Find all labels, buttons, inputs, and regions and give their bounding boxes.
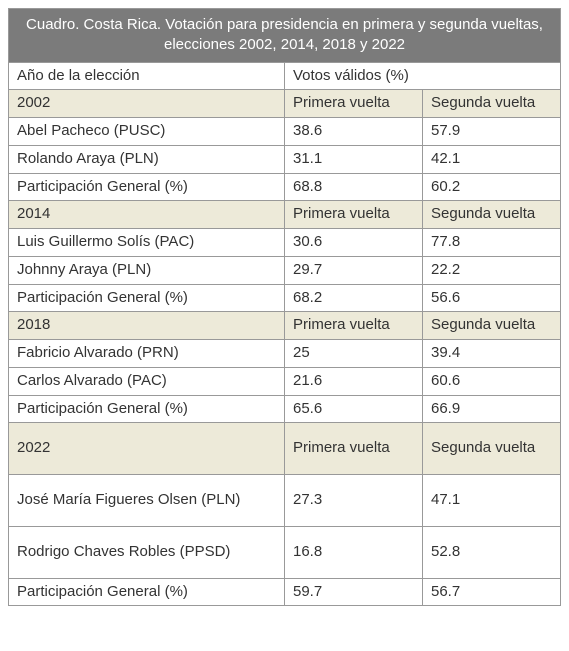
- year-header: Año de la elección: [9, 62, 285, 90]
- row-label: Abel Pacheco (PUSC): [9, 118, 285, 146]
- year-label: 2018: [9, 312, 285, 340]
- first-round-value: 21.6: [285, 367, 423, 395]
- table-row: Participación General (%)59.756.7: [9, 578, 561, 606]
- table-row: Participación General (%)68.860.2: [9, 173, 561, 201]
- row-label: Participación General (%): [9, 395, 285, 423]
- first-round-header: Primera vuelta: [285, 423, 423, 475]
- table-row: José María Figueres Olsen (PLN)27.347.1: [9, 475, 561, 527]
- first-round-value: 31.1: [285, 145, 423, 173]
- table-row: Rodrigo Chaves Robles (PPSD)16.852.8: [9, 526, 561, 578]
- row-label: Carlos Alvarado (PAC): [9, 367, 285, 395]
- row-label: Johnny Araya (PLN): [9, 256, 285, 284]
- second-round-value: 60.2: [423, 173, 561, 201]
- row-label: Participación General (%): [9, 173, 285, 201]
- year-label: 2014: [9, 201, 285, 229]
- first-round-value: 68.2: [285, 284, 423, 312]
- second-round-value: 42.1: [423, 145, 561, 173]
- first-round-value: 27.3: [285, 475, 423, 527]
- row-label: Fabricio Alvarado (PRN): [9, 340, 285, 368]
- first-round-value: 59.7: [285, 578, 423, 606]
- second-round-value: 52.8: [423, 526, 561, 578]
- second-round-value: 56.6: [423, 284, 561, 312]
- first-round-value: 30.6: [285, 229, 423, 257]
- row-label: Rodrigo Chaves Robles (PPSD): [9, 526, 285, 578]
- table-row: Carlos Alvarado (PAC)21.660.6: [9, 367, 561, 395]
- table-row: Rolando Araya (PLN)31.142.1: [9, 145, 561, 173]
- table-row: Fabricio Alvarado (PRN)2539.4: [9, 340, 561, 368]
- year-row: 2022Primera vueltaSegunda vuelta: [9, 423, 561, 475]
- first-round-value: 25: [285, 340, 423, 368]
- year-label: 2002: [9, 90, 285, 118]
- table-row: Johnny Araya (PLN)29.722.2: [9, 256, 561, 284]
- second-round-value: 60.6: [423, 367, 561, 395]
- second-round-value: 56.7: [423, 578, 561, 606]
- second-round-value: 39.4: [423, 340, 561, 368]
- year-row: 2018Primera vueltaSegunda vuelta: [9, 312, 561, 340]
- second-round-header: Segunda vuelta: [423, 423, 561, 475]
- first-round-header: Primera vuelta: [285, 90, 423, 118]
- table-row: Participación General (%)65.666.9: [9, 395, 561, 423]
- table-row: Participación General (%)68.256.6: [9, 284, 561, 312]
- year-label: 2022: [9, 423, 285, 475]
- election-table: Cuadro. Costa Rica. Votación para presid…: [8, 8, 561, 606]
- second-round-header: Segunda vuelta: [423, 90, 561, 118]
- year-row: 2014Primera vueltaSegunda vuelta: [9, 201, 561, 229]
- second-round-value: 66.9: [423, 395, 561, 423]
- row-label: Rolando Araya (PLN): [9, 145, 285, 173]
- table-row: Luis Guillermo Solís (PAC)30.677.8: [9, 229, 561, 257]
- row-label: Participación General (%): [9, 284, 285, 312]
- second-round-header: Segunda vuelta: [423, 201, 561, 229]
- header-row: Año de la elecciónVotos válidos (%): [9, 62, 561, 90]
- second-round-value: 57.9: [423, 118, 561, 146]
- first-round-value: 65.6: [285, 395, 423, 423]
- table-title: Cuadro. Costa Rica. Votación para presid…: [9, 9, 561, 63]
- row-label: José María Figueres Olsen (PLN): [9, 475, 285, 527]
- first-round-value: 29.7: [285, 256, 423, 284]
- first-round-value: 68.8: [285, 173, 423, 201]
- year-row: 2002Primera vueltaSegunda vuelta: [9, 90, 561, 118]
- first-round-value: 38.6: [285, 118, 423, 146]
- second-round-value: 47.1: [423, 475, 561, 527]
- first-round-header: Primera vuelta: [285, 201, 423, 229]
- first-round-value: 16.8: [285, 526, 423, 578]
- second-round-value: 22.2: [423, 256, 561, 284]
- votes-header: Votos válidos (%): [285, 62, 561, 90]
- row-label: Luis Guillermo Solís (PAC): [9, 229, 285, 257]
- first-round-header: Primera vuelta: [285, 312, 423, 340]
- table-row: Abel Pacheco (PUSC)38.657.9: [9, 118, 561, 146]
- row-label: Participación General (%): [9, 578, 285, 606]
- second-round-value: 77.8: [423, 229, 561, 257]
- second-round-header: Segunda vuelta: [423, 312, 561, 340]
